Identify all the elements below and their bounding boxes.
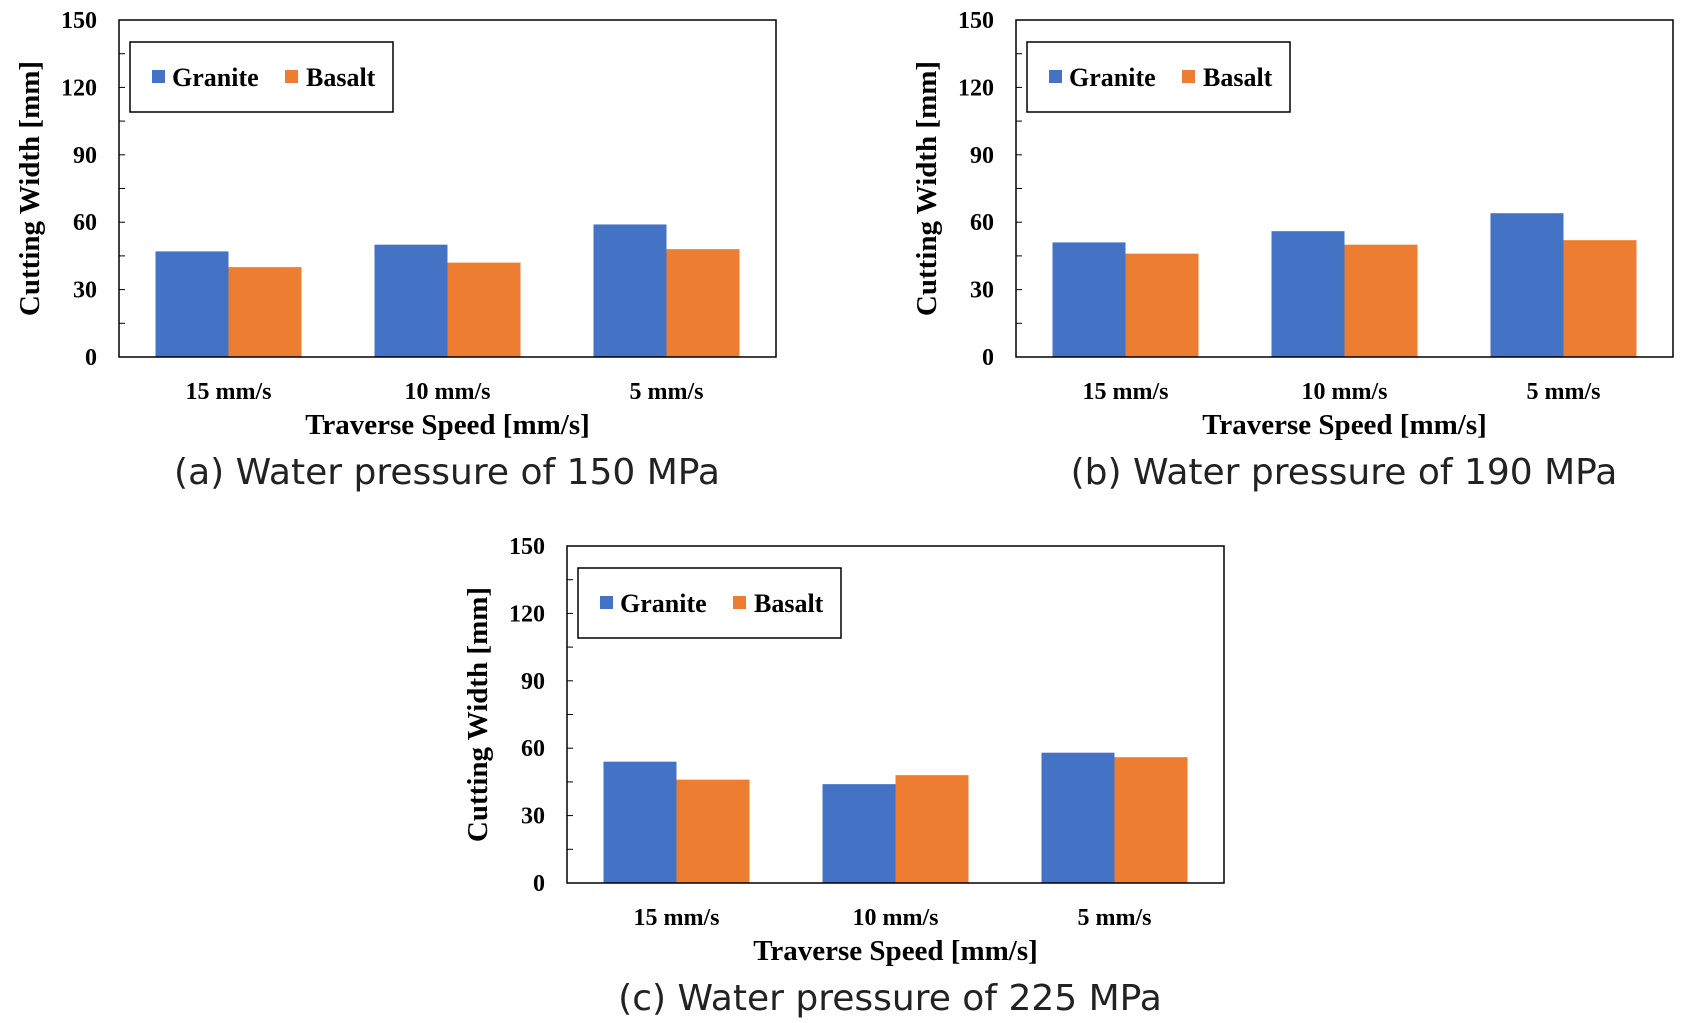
bar-granite-0 <box>1052 242 1126 357</box>
y-axis-title: Cutting Width [mm] <box>14 61 46 316</box>
y-tick-label: 30 <box>73 278 97 304</box>
y-tick-label: 90 <box>73 143 97 169</box>
panel-caption: (b) Water pressure of 190 MPa <box>1071 452 1618 493</box>
chart-panel-0: 0 30 60 90 120 150 15 mm/s 10 mm/s 5 mm/s Travers… <box>14 8 777 493</box>
x-tick-label: 10 mm/s <box>853 905 939 931</box>
legend-swatch-granite <box>1049 70 1062 83</box>
bar-granite-2 <box>1041 752 1115 883</box>
legend-swatch-basalt <box>733 596 746 609</box>
legend-label-basalt: Basalt <box>306 63 376 92</box>
x-tick-label: 15 mm/s <box>186 379 272 405</box>
x-tick-label: 5 mm/s <box>630 379 704 405</box>
bar-basalt-0 <box>1125 253 1199 357</box>
x-axis-title: Traverse Speed [mm/s] <box>753 935 1038 967</box>
bar-basalt-2 <box>666 249 740 357</box>
bar-granite-0 <box>603 761 677 883</box>
legend-box <box>1026 41 1291 113</box>
legend-label-granite: Granite <box>1069 63 1156 92</box>
chart-panel-2: 0 30 60 90 120 150 15 mm/s 10 mm/s 5 mm/s Travers… <box>462 534 1225 1019</box>
legend-label-basalt: Basalt <box>754 589 824 618</box>
bar-granite-0 <box>155 251 229 357</box>
y-tick-label: 150 <box>958 8 994 34</box>
legend-swatch-basalt <box>1182 70 1195 83</box>
chart-panel-1: 0 30 60 90 120 150 15 mm/s 10 mm/s 5 mm/s Travers… <box>911 8 1674 493</box>
bar-granite-1 <box>822 784 896 883</box>
bar-granite-2 <box>593 224 667 357</box>
y-tick-label: 120 <box>61 75 97 101</box>
legend-swatch-granite <box>152 70 165 83</box>
legend-swatch-basalt <box>285 70 298 83</box>
bar-basalt-1 <box>1344 244 1418 357</box>
y-tick-label: 60 <box>73 210 97 236</box>
y-tick-label: 90 <box>521 669 545 695</box>
bar-basalt-0 <box>228 267 302 357</box>
y-tick-label: 0 <box>533 871 545 897</box>
x-axis-title: Traverse Speed [mm/s] <box>305 409 590 441</box>
legend-swatch-granite <box>600 596 613 609</box>
y-tick-label: 120 <box>958 75 994 101</box>
y-axis-title: Cutting Width [mm] <box>911 61 943 316</box>
legend-label-basalt: Basalt <box>1203 63 1273 92</box>
y-tick-label: 30 <box>970 278 994 304</box>
y-tick-label: 60 <box>970 210 994 236</box>
y-tick-label: 30 <box>521 804 545 830</box>
legend-label-granite: Granite <box>172 63 259 92</box>
y-tick-label: 0 <box>982 345 994 371</box>
y-tick-label: 120 <box>509 601 545 627</box>
legend-box <box>577 567 842 639</box>
bar-granite-2 <box>1490 213 1564 357</box>
bar-basalt-2 <box>1114 757 1188 883</box>
x-tick-label: 5 mm/s <box>1527 379 1601 405</box>
y-axis-title: Cutting Width [mm] <box>462 587 494 842</box>
legend-box <box>129 41 394 113</box>
y-tick-label: 150 <box>509 534 545 560</box>
y-tick-label: 90 <box>970 143 994 169</box>
x-axis-title: Traverse Speed [mm/s] <box>1202 409 1487 441</box>
x-tick-label: 15 mm/s <box>1083 379 1169 405</box>
bar-basalt-0 <box>676 779 750 883</box>
bar-basalt-1 <box>895 775 969 883</box>
bar-granite-1 <box>1271 231 1345 357</box>
bar-basalt-1 <box>447 262 521 357</box>
bar-basalt-2 <box>1563 240 1637 357</box>
y-tick-label: 150 <box>61 8 97 34</box>
bar-granite-1 <box>374 244 448 357</box>
y-tick-label: 0 <box>85 345 97 371</box>
legend-label-granite: Granite <box>620 589 707 618</box>
y-tick-label: 60 <box>521 736 545 762</box>
x-tick-label: 10 mm/s <box>1302 379 1388 405</box>
x-tick-label: 10 mm/s <box>405 379 491 405</box>
x-tick-label: 5 mm/s <box>1078 905 1152 931</box>
panel-caption: (a) Water pressure of 150 MPa <box>174 452 720 493</box>
x-tick-label: 15 mm/s <box>634 905 720 931</box>
panel-caption: (c) Water pressure of 225 MPa <box>618 978 1162 1019</box>
